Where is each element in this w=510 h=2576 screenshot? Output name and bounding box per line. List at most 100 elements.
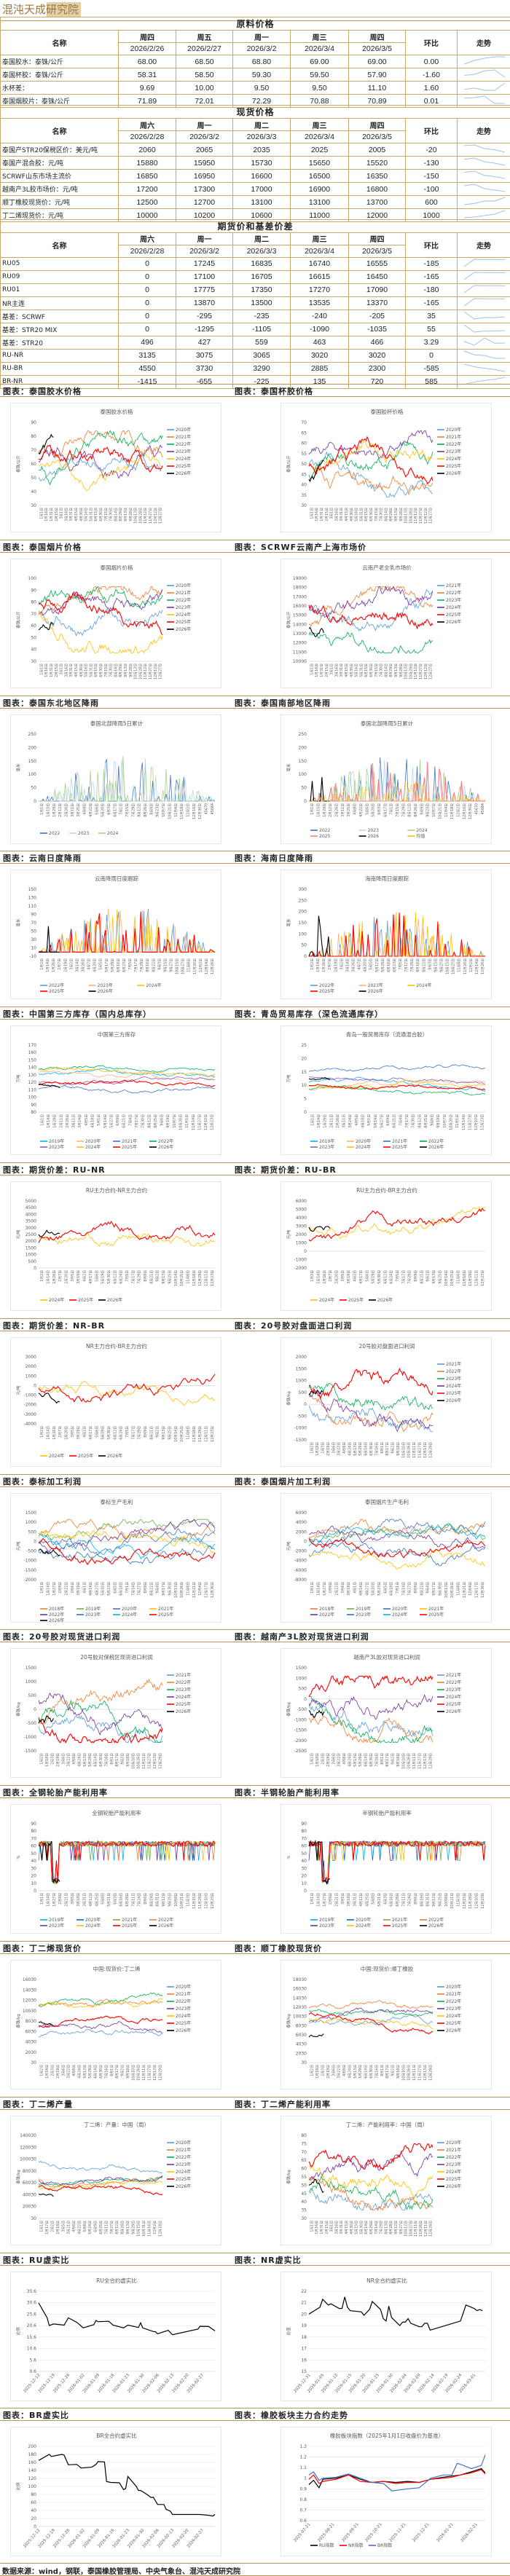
column-header-weekday: 周二 [232,118,291,131]
legend-label: 2026年 [368,988,383,994]
row-value: 10600 [232,208,291,222]
x-tick-label: 11月3日 [456,1893,460,1907]
series-line [38,1700,163,1744]
series-line [308,2033,324,2038]
y-tick-label: 35.6 [27,2289,37,2294]
x-tick-label: 2月19日 [56,2065,60,2079]
x-tick-label: 10月10日 [401,2065,406,2081]
chart: BR全合约虚实比020406080100120140160180200比例202… [15,2432,216,2549]
y-tick-label: 60030 [23,2181,36,2186]
series-line [309,776,330,802]
x-tick-label: 45684 [211,803,215,814]
series-line [308,1077,331,1081]
chart-card: 中国:现货价:丁二烯 30 2030 4030 6030 8030 10030 12030 14… [10,1959,221,2089]
column-header-weekday: 周四 [348,30,406,43]
sparkline-chart [463,350,505,358]
chart-title: 泰国胶杯价格 [371,408,404,415]
sparkline-line [463,95,506,104]
x-tick-label: 10月31日 [142,2221,146,2237]
chart: 丁二烯：产能利用率：中国（周）3035404550556065707580泰铢/… [286,2121,461,2237]
chart-card: 青岛一般贸易库存（流通混合胶） 0 5 10 15 20 25 万吨 1月1日 1月14日 1月29… [280,1025,492,1156]
sparkline-line [463,297,506,306]
row-value: 16600 [232,169,291,183]
x-tick-label: 4月8日 [342,1753,347,1765]
legend-label: 2025年 [319,988,334,994]
chart-card: 中国第三方库存 80 90 100 110 120 130 140 150 160 170 万吨 1月1… [10,1025,221,1156]
row-value: 16615 [290,269,349,284]
column-header-change: 环比 [405,232,458,258]
x-tick-label: 4月27日 [365,1582,369,1596]
x-tick-label: 3月5日 [71,1426,75,1438]
x-tick-label: 8月21日 [149,1270,154,1284]
x-tick-label: 12月12日 [154,663,158,680]
sparkline-line [463,363,506,371]
x-tick-label: 7月15日 [104,663,109,677]
y-tick-label: 70 [31,612,36,617]
chart-section: 图表：BR虚实比 图表：橡胶板块主力合约走势 BR全合约虚实比 0 20 40 60 80 10… [0,2408,510,2564]
legend-label: 2020年 [392,1606,407,1612]
x-tick-label: 10月21日 [450,1893,455,1909]
series-line [38,1998,163,2007]
series-line [38,444,163,473]
chart-caption: 图表：泰国南部地区降雨 [235,698,331,708]
row-value: 68.00 [118,55,176,68]
chart-caption: 图表：20号胶对现货进口利润 [3,1632,121,1642]
x-tick-label: 3月2日 [340,958,344,970]
x-tick-label: 9月3日 [157,958,162,970]
x-tick-label: 11月12日 [144,663,148,680]
series-line [308,1840,486,1884]
x-tick-label: 10月28日 [409,508,413,524]
sparkline-line [463,56,505,65]
chart-card: 20号胶对盘面进口利润 -1500 -1000 -500 0 500 1000 1500 200… [280,1336,492,1467]
sparkline-chart [463,258,506,267]
x-tick-label: 12月17日 [474,1582,479,1598]
table-row: 泰国产STR20保税区价：美元/吨 2060 2065 2035 2025 2005 -20 [0,143,510,157]
x-tick-label: 11月29日 [468,1270,473,1286]
series-line [38,1529,216,1554]
x-tick-label: 8月31日 [156,1893,160,1907]
table-row: SCRWF山东市场主流价 16850 16950 16600 16500 16350 -15… [0,169,510,183]
y-tick-label: 1000 [26,1374,36,1379]
series-line [38,589,163,616]
x-tick-label: 2月15日 [55,663,59,677]
y-tick-label: 100 [28,772,37,777]
row-change: 0 [405,348,458,363]
y-tick-label: 35 [301,2207,307,2213]
x-tick-label: 8月17日 [385,2065,390,2079]
legend-label: 2026年 [446,1709,461,1714]
column-header-trend: 走势 [456,30,510,55]
row-change: 1.60 [405,81,458,95]
x-tick-label: 9月18日 [126,1753,130,1767]
legend-label: 2019年 [49,1917,64,1923]
legend-label: 2025年 [176,463,191,469]
legend-label: 2023年 [49,1144,64,1150]
y-tick-label: 140 [28,2468,37,2473]
legend-label: 2025年 [78,1297,93,1303]
legend-label: 2023年 [446,1687,461,1693]
x-tick-label: 10月14日 [444,1270,449,1286]
x-tick-label: 1月14日 [316,958,321,972]
legend-label: 2024年 [319,1297,334,1303]
x-tick-label: 7月30日 [109,663,114,677]
y-tick-label: 6000 [296,1199,307,1204]
x-tick-label: 5月31日 [89,508,93,521]
x-tick-label: 10月27日 [409,2221,413,2237]
row-value: -235 [232,309,291,323]
chart-section: 图表：泰标加工利润 图表：泰国烟片加工利润 泰标生产毛利 -2000 -1500 -100… [0,1473,510,1630]
series-line [308,1519,486,1557]
x-tick-label: 2月9日 [329,1582,333,1594]
sparkline-line [463,271,506,280]
x-tick-label: 6月10日 [117,958,121,972]
x-tick-label: 7月1日 [125,1582,130,1594]
x-tick-label: 8月17日 [115,2065,119,2079]
legend-label: 2024年 [446,1383,461,1389]
series-line [38,433,54,455]
x-tick-label: 7月30日 [141,1114,146,1128]
row-value: 2005 [348,143,406,157]
x-tick-label: 3月31日 [353,1893,358,1907]
series-line [38,1679,163,1725]
x-tick-label: 11月15日 [192,1893,197,1909]
column-header-name: 名称 [0,30,119,55]
x-tick-label: 2月9日 [58,1582,63,1594]
x-tick-label: 2025-12-21 [412,2523,430,2543]
